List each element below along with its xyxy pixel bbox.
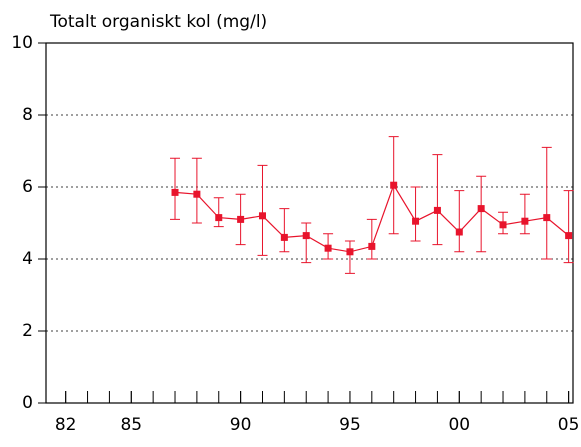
error-bar [563, 190, 574, 264]
marker [193, 190, 201, 198]
x-tick-label: 95 [339, 415, 361, 435]
y-tick-label: 0 [22, 393, 33, 413]
marker [346, 248, 354, 256]
error-bar [170, 157, 181, 220]
y-tick-label: 10 [11, 33, 33, 53]
x-tick-label: 85 [120, 415, 142, 435]
error-bar [213, 197, 224, 228]
marker [302, 232, 310, 240]
marker [543, 214, 551, 222]
error-bar [541, 146, 552, 260]
error-bar [366, 218, 377, 260]
marker [258, 212, 266, 220]
x-tick-label: 00 [448, 415, 470, 435]
x-tick-label: 90 [230, 415, 252, 435]
marker [521, 217, 529, 225]
error-bar [476, 175, 487, 253]
error-bar [344, 240, 355, 274]
marker [565, 232, 573, 240]
marker [390, 181, 398, 189]
marker [433, 206, 441, 214]
marker [412, 217, 420, 225]
error-bar [191, 157, 202, 224]
y-tick-label: 2 [22, 321, 33, 341]
marker [215, 214, 223, 222]
marker [455, 228, 463, 236]
plot-frame [45, 42, 574, 404]
chart-title: Totalt organiskt kol (mg/l) [49, 12, 267, 32]
marker [280, 233, 288, 241]
error-bar [301, 222, 312, 264]
marker [368, 242, 376, 250]
marker [324, 244, 332, 252]
error-bar [279, 208, 290, 253]
y-tick-label: 8 [22, 105, 33, 125]
marker [237, 215, 245, 223]
marker [171, 188, 179, 196]
error-bar [454, 190, 465, 253]
marker [477, 205, 485, 213]
error-bar [410, 186, 421, 242]
error-bar [432, 154, 443, 246]
marker [499, 221, 507, 229]
error-bar [519, 193, 530, 235]
y-tick-label: 6 [22, 177, 33, 197]
x-tick-label: 82 [55, 415, 77, 435]
y-tick-label: 4 [22, 249, 33, 269]
x-tick-label: 05 [558, 415, 580, 435]
error-bar [257, 164, 268, 256]
